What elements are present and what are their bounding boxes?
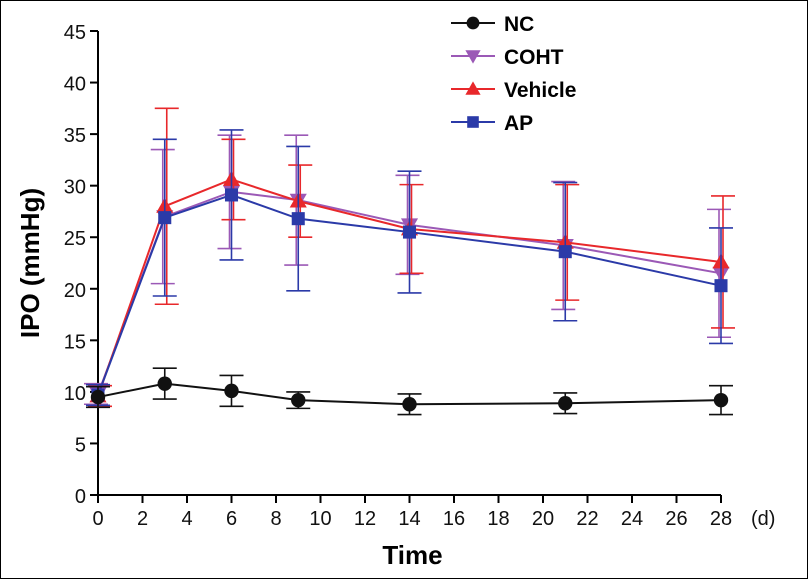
data-point xyxy=(402,397,417,412)
y-tick-label: 5 xyxy=(75,434,86,456)
x-tick-label: 22 xyxy=(576,508,598,530)
legend-label: NC xyxy=(504,13,534,36)
x-tick-label: 8 xyxy=(270,508,281,530)
legend-marker xyxy=(467,116,479,128)
data-point xyxy=(90,389,106,405)
y-tick-label: 30 xyxy=(64,177,86,199)
data-point xyxy=(291,212,305,226)
series-ap xyxy=(86,129,733,407)
data-point xyxy=(558,396,573,411)
x-tick-label: 10 xyxy=(309,508,331,530)
x-tick-label: 24 xyxy=(621,508,643,530)
legend-item-nc: NC xyxy=(451,13,534,36)
legend-label: AP xyxy=(504,112,533,135)
legend-marker xyxy=(465,81,481,95)
legend: NC COHT Vehicle AP xyxy=(451,13,576,135)
x-tick-label: 18 xyxy=(487,508,509,530)
data-point xyxy=(158,211,172,225)
data-point xyxy=(714,279,728,293)
x-tick-label: 26 xyxy=(665,508,687,530)
y-tick-label: 35 xyxy=(64,125,86,147)
x-tick-label: 28 xyxy=(710,508,732,530)
series-nc xyxy=(86,367,733,416)
data-point xyxy=(224,188,239,202)
legend-item-coht: COHT xyxy=(451,46,564,69)
data-point xyxy=(291,392,306,408)
y-tick-label: 20 xyxy=(64,280,86,302)
series-coht xyxy=(84,134,731,406)
x-tick-label: 16 xyxy=(443,508,465,530)
x-axis-title: Time xyxy=(382,540,442,570)
series-layer xyxy=(84,107,735,416)
y-axis-title: IPO (mmHg) xyxy=(15,188,45,338)
y-tick-label: 45 xyxy=(64,22,86,44)
x-tick-label: 4 xyxy=(181,508,192,530)
data-point xyxy=(224,383,239,399)
x-tick-label: 0 xyxy=(92,508,103,530)
y-tick-label: 0 xyxy=(75,486,86,508)
legend-marker xyxy=(465,50,481,64)
x-tick-label: 2 xyxy=(137,508,148,530)
legend-marker xyxy=(466,16,480,30)
legend-label: Vehicle xyxy=(504,79,576,102)
legend-item-ap: AP xyxy=(451,112,533,135)
x-tick-label: 20 xyxy=(532,508,554,530)
legend-item-vehicle: Vehicle xyxy=(451,79,576,102)
x-tick-label: 12 xyxy=(354,508,376,530)
x-tick-label: 6 xyxy=(226,508,237,530)
data-point xyxy=(157,376,172,391)
y-tick-label: 40 xyxy=(64,74,86,96)
x-tick-label: 14 xyxy=(398,508,420,530)
x-axis-unit: (d) xyxy=(751,508,775,530)
data-point xyxy=(558,245,572,259)
y-tick-label: 10 xyxy=(64,383,86,405)
legend-label: COHT xyxy=(504,46,564,69)
data-point xyxy=(402,225,417,239)
data-point xyxy=(713,392,729,408)
y-tick-label: 25 xyxy=(64,228,86,250)
series-vehicle xyxy=(88,107,735,408)
y-tick-label: 15 xyxy=(64,331,86,353)
